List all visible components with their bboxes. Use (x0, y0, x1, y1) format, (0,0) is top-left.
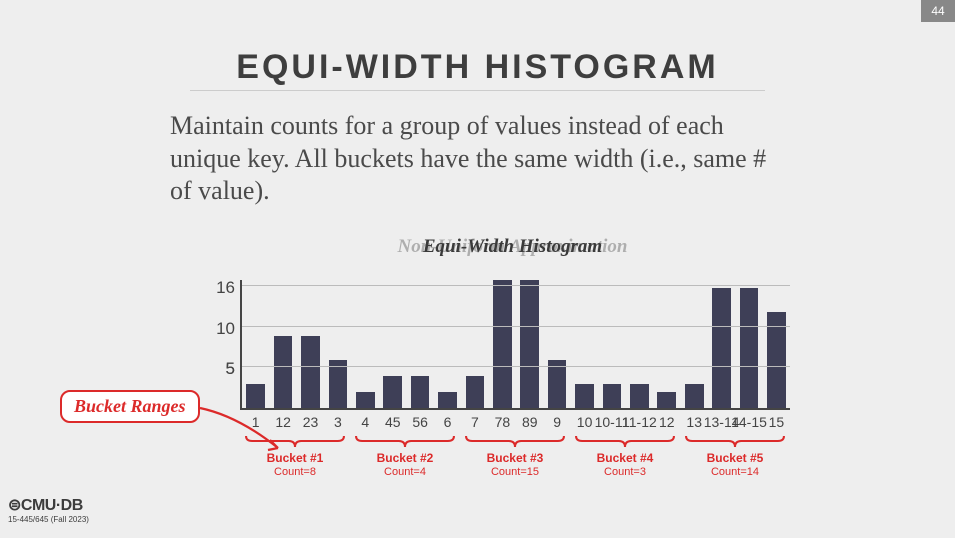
x-tick-label: 13 (686, 414, 702, 430)
bar (356, 392, 375, 408)
bucket-bracket (354, 436, 456, 448)
description-text: Maintain counts for a group of values in… (170, 110, 785, 208)
bucket-label: Bucket #2Count=4 (354, 452, 456, 478)
x-tick-label: 9 (553, 414, 561, 430)
bar-slot: 1 (242, 280, 269, 408)
bar-slot: 11-12 (626, 280, 653, 408)
grid-line (242, 366, 790, 367)
bar (740, 288, 759, 408)
bar-slot: 6 (434, 280, 461, 408)
chart-title-ghost: Non-Uniform Approximation (240, 236, 785, 258)
bucket-count: Count=15 (464, 466, 566, 479)
bar-slot: 7 (461, 280, 488, 408)
bar-slot: 4 (352, 280, 379, 408)
bucket-bracket (574, 436, 676, 448)
bar (493, 280, 512, 408)
bar-slot: 45 (379, 280, 406, 408)
bar (712, 288, 731, 408)
bar-slot: 12 (269, 280, 296, 408)
x-tick-label: 3 (334, 414, 342, 430)
bar (301, 336, 320, 408)
bar-slot: 56 (406, 280, 433, 408)
bar-slot: 14-15 (735, 280, 762, 408)
x-tick-label: 11-12 (622, 414, 657, 430)
x-tick-label: 10 (577, 414, 593, 430)
bucket-count: Count=8 (244, 466, 346, 479)
bar (575, 384, 594, 408)
x-tick-label: 23 (303, 414, 319, 430)
bar (246, 384, 265, 408)
x-tick-label: 78 (495, 414, 511, 430)
bar (383, 376, 402, 408)
bucket-ranges-callout: Bucket Ranges (60, 390, 200, 423)
bucket-brackets (240, 436, 790, 452)
bar-slot: 13 (681, 280, 708, 408)
title-underline (190, 90, 765, 91)
page-number: 44 (921, 0, 955, 22)
bar (520, 280, 539, 408)
x-tick-label: 14-15 (731, 414, 767, 430)
footer: ⊜CMU·DB 15-445/645 (Fall 2023) (8, 495, 89, 524)
x-tick-label: 7 (471, 414, 479, 430)
bar-slot: 10 (571, 280, 598, 408)
bucket-name: Bucket #2 (377, 451, 434, 465)
bucket-count: Count=14 (684, 466, 786, 479)
bar-slot: 9 (543, 280, 570, 408)
chart-title: Non-Uniform Approximation Equi-Width His… (240, 236, 785, 258)
slide-title: EQUI-WIDTH HISTOGRAM (0, 48, 955, 87)
bar (630, 384, 649, 408)
bar (657, 392, 676, 408)
grid-line (242, 285, 790, 286)
bar-slot: 78 (489, 280, 516, 408)
bar (411, 376, 430, 408)
bucket-name: Bucket #5 (707, 451, 764, 465)
bucket-name: Bucket #3 (487, 451, 544, 465)
x-tick-label: 45 (385, 414, 401, 430)
bar-slot: 13-14 (708, 280, 735, 408)
plot-area: 1122334455667788991010-1111-12121313-141… (240, 280, 790, 410)
bucket-label: Bucket #5Count=14 (684, 452, 786, 478)
bar (438, 392, 457, 408)
x-tick-label: 4 (361, 414, 369, 430)
y-tick-label: 5 (226, 359, 235, 379)
bucket-name: Bucket #4 (597, 451, 654, 465)
x-tick-label: 6 (444, 414, 452, 430)
x-tick-label: 56 (412, 414, 428, 430)
y-tick-label: 16 (216, 278, 235, 298)
callout-tail-icon (198, 406, 298, 456)
y-tick-label: 10 (216, 319, 235, 339)
bar-slot: 3 (324, 280, 351, 408)
grid-line (242, 326, 790, 327)
histogram-chart: 1122334455667788991010-1111-12121313-141… (240, 270, 790, 430)
footer-logo-text: ⊜CMU·DB (8, 495, 89, 515)
bucket-label: Bucket #3Count=15 (464, 452, 566, 478)
x-tick-label: 89 (522, 414, 538, 430)
bar-slot: 10-11 (598, 280, 625, 408)
bucket-count: Count=4 (354, 466, 456, 479)
bar-slot: 12 (653, 280, 680, 408)
bar (466, 376, 485, 408)
bar (603, 384, 622, 408)
bar-slot: 89 (516, 280, 543, 408)
x-tick-label: 12 (659, 414, 675, 430)
footer-course-text: 15-445/645 (Fall 2023) (8, 515, 89, 524)
bucket-count: Count=3 (574, 466, 676, 479)
bar (274, 336, 293, 408)
bucket-bracket (684, 436, 786, 448)
callout-label: Bucket Ranges (60, 390, 200, 423)
bucket-bracket (464, 436, 566, 448)
bar (685, 384, 704, 408)
bars-container: 1122334455667788991010-1111-12121313-141… (242, 280, 790, 408)
bucket-label: Bucket #4Count=3 (574, 452, 676, 478)
bar-slot: 15 (763, 280, 790, 408)
x-tick-label: 15 (769, 414, 785, 430)
bar-slot: 23 (297, 280, 324, 408)
